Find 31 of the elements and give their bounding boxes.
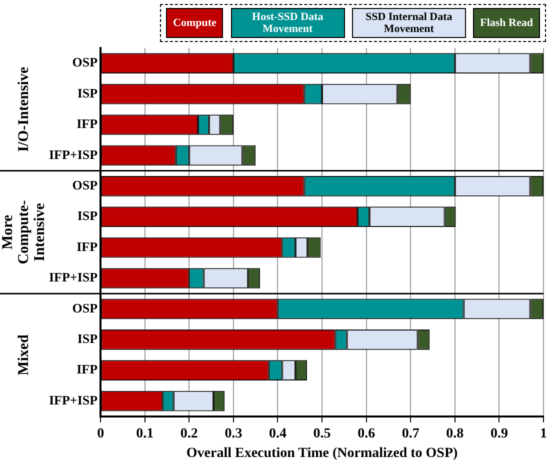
x-tick-label: 0.1: [136, 426, 154, 442]
x-axis-title: Overall Execution Time (Normalized to OSP): [186, 446, 458, 462]
x-tick-label: 0.2: [180, 426, 198, 442]
y-tick-label: ISP: [77, 208, 98, 224]
y-tick-label: ISP: [77, 85, 98, 100]
text: Mixed: [16, 334, 32, 376]
text: More Compute-Intensive: [0, 200, 48, 264]
x-tick-label: 0.5: [313, 426, 331, 442]
y-tick-label: IFP+ISP: [48, 270, 98, 285]
series-label: Host-SSD Data Movement: [230, 8, 345, 38]
y-tick-label: OSP: [72, 300, 98, 316]
y-tick-label: IFP: [76, 238, 98, 254]
x-tick-label: 0.3: [224, 426, 242, 442]
x-tick-label: 0.7: [402, 426, 420, 442]
x-tick-label: 0.6: [358, 426, 376, 442]
y-tick-label: IFP+ISP: [48, 146, 98, 162]
y-tick-label: ISP: [77, 331, 98, 346]
x-tick-label: 0.9: [490, 426, 508, 442]
x-tick-label: 0.4: [268, 426, 286, 442]
text: Compute: [166, 8, 224, 38]
x-tick-label: 0: [97, 426, 104, 442]
x-tick-label: 0.8: [446, 426, 464, 442]
series-label: SSD Internal Data Movement: [352, 8, 466, 38]
y-tick-label: IFP: [76, 362, 98, 377]
text: Flash Read: [473, 8, 540, 38]
text: I/O-Intensive: [16, 66, 32, 152]
y-tick-label: IFP: [76, 116, 98, 132]
x-tick-label: 1: [540, 426, 547, 442]
y-tick-label: IFP+ISP: [48, 392, 98, 408]
y-tick-label: OSP: [72, 178, 98, 193]
y-tick-label: OSP: [72, 54, 98, 70]
